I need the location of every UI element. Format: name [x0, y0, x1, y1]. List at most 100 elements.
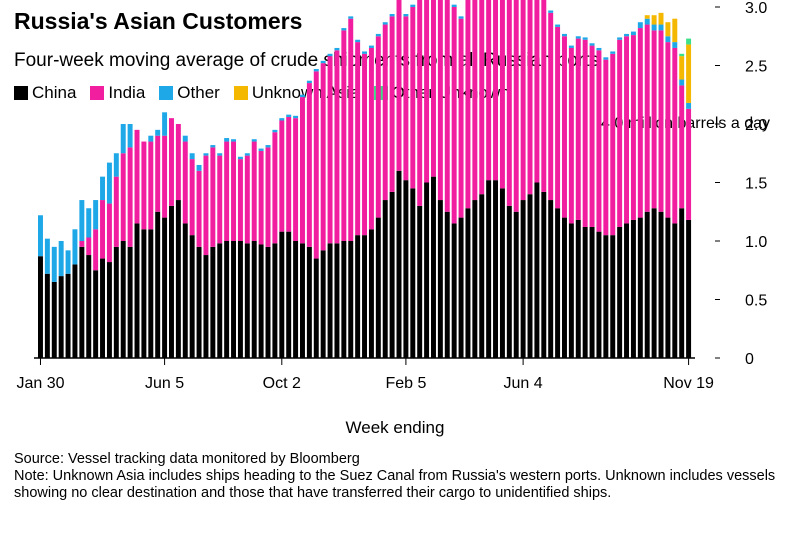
bar-segment-india: [624, 36, 630, 224]
bar-segment-india: [582, 39, 588, 227]
bar-segment-india: [562, 36, 567, 218]
bar-segment-india: [258, 150, 264, 245]
legend-swatch-china: [14, 86, 28, 100]
legend-item-india: India: [90, 83, 145, 103]
legend-item-other: Other: [159, 83, 220, 103]
bar-segment-china: [437, 200, 443, 358]
bar-segment-china: [141, 229, 147, 358]
bar-segment-other: [51, 246, 57, 282]
bar-segment-india: [651, 30, 657, 209]
bar-segment-other: [644, 18, 650, 25]
y-tick-label: 3.0: [745, 0, 767, 17]
bar-segment-india: [272, 132, 278, 244]
bar-segment-other: [313, 69, 319, 72]
bar-segment-india: [141, 141, 147, 230]
bar-segment-india: [451, 7, 457, 224]
bar-segment-china: [534, 182, 540, 358]
bar-segment-other: [106, 162, 112, 204]
bar-segment-china: [38, 256, 43, 358]
bar-segment-china: [686, 219, 692, 358]
legend-item-unknown-asia: Unknown Asia: [233, 83, 360, 103]
bar-segment-india: [603, 59, 609, 236]
bar-segment-other: [582, 37, 588, 40]
bar-segment-china: [444, 211, 450, 358]
bar-segment-china: [472, 200, 478, 358]
bar-segment-other: [575, 36, 581, 39]
bar-segment-other: [251, 139, 257, 142]
legend-label-other: Other: [177, 83, 220, 102]
bar-segment-china: [368, 229, 374, 358]
bar-segment-china: [541, 191, 547, 358]
bar-segment-india: [410, 7, 416, 189]
bar-segment-other: [589, 43, 595, 46]
x-tick-label: Jun 4: [504, 375, 543, 392]
bar-segment-india: [182, 141, 188, 224]
bar-segment-india: [355, 42, 361, 236]
bar-segment-china: [658, 211, 664, 358]
bar-segment-china: [479, 194, 485, 358]
bar-segment-china: [224, 241, 230, 358]
bar-segment-china: [348, 241, 354, 358]
bar-segment-other: [189, 153, 195, 160]
bar-segment-india: [196, 170, 202, 247]
bar-segment-india: [465, 0, 471, 209]
legend-swatch-india: [90, 86, 105, 100]
bar-segment-other: [334, 47, 340, 51]
bar-segment-other: [555, 24, 561, 27]
bar-segment-china: [417, 205, 423, 358]
bar-segment-other: [686, 102, 692, 109]
bar-segment-india: [458, 18, 464, 218]
y-tick-label: 2.5: [745, 59, 767, 76]
bar-segment-india: [679, 85, 685, 209]
bar-segment-china: [672, 223, 678, 358]
y-tick-label: 1.0: [745, 234, 767, 251]
bar-segment-china: [596, 231, 602, 358]
bar-segment-other: [375, 33, 381, 37]
note-line: Note: Unknown Asia includes ships headin…: [14, 468, 776, 501]
bar-segment-other: [65, 250, 71, 274]
bar-segment-india: [575, 38, 581, 220]
bar-segment-china: [375, 217, 381, 358]
bar-segment-india: [106, 203, 112, 263]
bar-segment-china: [493, 180, 499, 358]
bar-segment-china: [548, 200, 554, 358]
bar-segment-other: [368, 45, 374, 48]
bar-segment-other: [196, 164, 202, 171]
bar-segment-india: [479, 0, 485, 195]
bar-segment-other: [100, 176, 106, 201]
bar-segment-other: [231, 139, 237, 142]
bar-segment-china: [231, 241, 237, 358]
bar-segment-india: [334, 50, 340, 244]
bar-segment-other: [279, 118, 285, 121]
bar-segment-china: [582, 226, 588, 358]
legend-swatch-unknown-asia: [233, 86, 248, 100]
bar-segment-other: [217, 153, 223, 156]
bar-segment-india: [568, 47, 574, 224]
bar-segment-india: [148, 141, 154, 230]
bar-segment-india: [617, 39, 623, 227]
bar-segment-china: [355, 235, 361, 358]
bar-segment-china: [513, 211, 519, 358]
bar-segment-other: [293, 115, 299, 119]
bar-segment-other: [403, 14, 409, 17]
bar-segment-china: [637, 217, 643, 358]
bar-segment-china: [465, 208, 471, 358]
bar-segment-other: [127, 124, 133, 148]
bar-segment-other: [258, 148, 264, 151]
bar-segment-china: [320, 250, 326, 358]
legend-swatch-other: [159, 86, 174, 100]
x-tick-label: Feb 5: [385, 375, 426, 392]
bar-segment-other: [286, 114, 292, 117]
bar-segment-other: [148, 135, 154, 142]
bar-segment-india: [686, 108, 692, 220]
bar-segment-india: [368, 47, 374, 230]
bar-segment-other: [265, 145, 271, 148]
bar-segment-india: [424, 0, 430, 183]
bar-segment-india: [286, 116, 292, 232]
bar-segment-india: [341, 30, 347, 242]
bar-segment-india: [251, 141, 257, 241]
bar-segment-india: [348, 18, 354, 242]
bar-segment-unknown-asia: [665, 22, 671, 37]
bar-segment-india: [231, 141, 237, 241]
bar-segment-india: [134, 129, 140, 224]
